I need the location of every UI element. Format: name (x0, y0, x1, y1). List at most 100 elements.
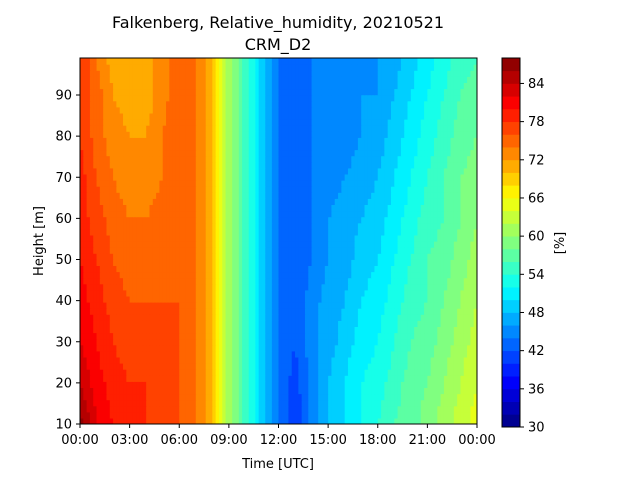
contour-cell (142, 332, 147, 340)
contour-cell (222, 344, 227, 352)
contour-cell (443, 332, 448, 340)
contour-cell (252, 405, 256, 413)
contour-cell (381, 295, 385, 303)
contour-cell (364, 417, 369, 424)
contour-cell (132, 387, 137, 395)
contour-cell (430, 247, 435, 254)
contour-cell (357, 393, 362, 401)
contour-cell (185, 338, 190, 346)
contour-cell (473, 332, 477, 340)
contour-cell (123, 228, 127, 236)
contour-cell (275, 289, 280, 297)
contour-cell (295, 253, 299, 260)
contour-cell (202, 344, 207, 352)
contour-cell (314, 375, 319, 382)
contour-cell (381, 369, 385, 376)
contour-cell (291, 180, 296, 187)
contour-cell (457, 186, 462, 193)
contour-cell (166, 399, 170, 407)
contour-cell (152, 247, 157, 254)
contour-cell (453, 350, 458, 358)
contour-cell (427, 271, 432, 279)
contour-cell (341, 210, 346, 218)
contour-cell (288, 393, 293, 401)
contour-cell (443, 369, 448, 376)
contour-cell (308, 259, 313, 266)
contour-cell (212, 326, 217, 334)
contour-cell (136, 314, 141, 321)
contour-cell (314, 314, 319, 321)
contour-cell (179, 173, 184, 181)
contour-cell (255, 265, 260, 273)
contour-cell (116, 326, 121, 334)
contour-cell (338, 363, 342, 370)
contour-cell (295, 369, 299, 376)
contour-cell (175, 417, 180, 424)
contour-cell (424, 259, 428, 266)
contour-cell (159, 295, 164, 303)
contour-cell (248, 405, 253, 413)
contour-cell (400, 326, 405, 334)
contour-cell (103, 198, 108, 205)
contour-cell (338, 387, 342, 395)
contour-cell (175, 234, 180, 242)
contour-cell (344, 350, 349, 358)
contour-cell (407, 338, 412, 346)
contour-cell (437, 283, 442, 291)
contour-cell (261, 405, 266, 413)
contour-cell (424, 375, 428, 382)
contour-cell (387, 228, 392, 236)
contour-cell (420, 308, 425, 315)
contour-cell (136, 234, 141, 242)
contour-cell (420, 381, 425, 388)
contour-cell (99, 363, 104, 370)
contour-cell (179, 283, 184, 291)
contour-cell (338, 295, 342, 303)
contour-cell (252, 393, 256, 401)
contour-cell (275, 326, 280, 334)
contour-cell (113, 302, 117, 309)
contour-cell (347, 228, 352, 236)
contour-cell (321, 320, 326, 327)
contour-cell (357, 320, 362, 327)
contour-cell (311, 417, 316, 424)
contour-cell (166, 228, 170, 236)
contour-cell (298, 204, 303, 212)
contour-cell (424, 369, 428, 376)
contour-cell (245, 344, 250, 352)
contour-cell (354, 363, 359, 370)
contour-cell (314, 405, 319, 413)
contour-cell (189, 204, 194, 212)
contour-cell (324, 405, 329, 413)
contour-cell (400, 302, 405, 309)
contour-cell (202, 234, 207, 242)
contour-cell (132, 308, 137, 315)
contour-cell (447, 210, 452, 218)
contour-cell (457, 253, 462, 260)
contour-cell (271, 173, 276, 181)
contour-cell (467, 393, 471, 401)
contour-cell (156, 204, 160, 212)
contour-cell (367, 186, 372, 193)
contour-cell (245, 222, 250, 230)
contour-cell (344, 234, 349, 242)
contour-cell (397, 381, 402, 388)
contour-cell (427, 393, 432, 401)
contour-cell (453, 295, 458, 303)
contour-cell (99, 265, 104, 273)
contour-cell (142, 387, 147, 395)
contour-cell (205, 192, 210, 199)
contour-cell (361, 405, 366, 413)
contour-cell (433, 411, 438, 419)
contour-cell (146, 405, 151, 413)
contour-cell (443, 320, 448, 327)
contour-cell (351, 289, 356, 297)
contour-cell (387, 302, 392, 309)
contour-cell (473, 411, 477, 419)
contour-cell (192, 411, 197, 419)
contour-cell (414, 192, 419, 199)
contour-cell (314, 216, 319, 224)
contour-cell (430, 198, 435, 205)
contour-cell (390, 417, 395, 424)
contour-cell (228, 363, 233, 370)
